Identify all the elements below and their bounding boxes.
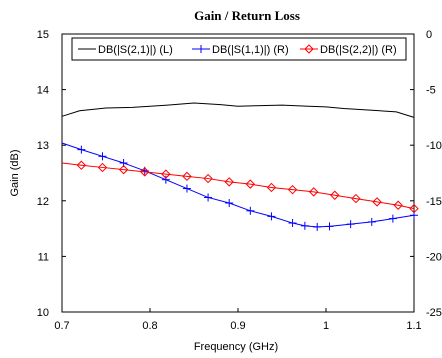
legend-entry: DB(|S(2,2)|) (R) <box>300 44 397 56</box>
y2-tick-label: 0 <box>426 29 432 41</box>
y2-tick-label: -20 <box>426 251 442 263</box>
y-tick-label: 13 <box>37 140 49 152</box>
series-point <box>118 164 129 175</box>
x-tick-label: 1 <box>323 320 329 332</box>
chart-title: Gain / Return Loss <box>194 8 300 23</box>
legend-label: DB(|S(2,1)|) (L) <box>98 44 173 56</box>
series-point <box>330 190 340 200</box>
series-point <box>203 173 213 184</box>
y-axis-label: Gain (dB) <box>9 149 21 196</box>
y-tick-label: 11 <box>38 251 49 263</box>
x-tick-label: 0.9 <box>230 320 245 332</box>
x-tick-label: 1.1 <box>406 320 421 332</box>
x-tick-label: 0.8 <box>142 320 157 332</box>
series-point <box>161 169 171 179</box>
y-tick-label: 15 <box>37 29 49 41</box>
series-point <box>372 197 382 207</box>
x-axis-label: Frequency (GHz) <box>194 341 278 353</box>
x-tick-label: 0.7 <box>54 320 69 332</box>
series-1 <box>61 142 418 231</box>
series-point <box>308 187 319 197</box>
series-point <box>409 203 419 214</box>
series-layer <box>61 102 419 231</box>
y2-tick-label: -25 <box>426 307 442 319</box>
series-point <box>393 200 403 210</box>
series-point <box>97 162 108 173</box>
legend-label: DB(|S(1,1)|) (R) <box>212 44 289 56</box>
series-line <box>61 102 415 118</box>
y-tick-label: 14 <box>37 85 49 97</box>
y-tick-label: 10 <box>37 307 49 319</box>
series-0 <box>61 102 415 118</box>
series-line <box>61 142 415 228</box>
legend-marker <box>304 44 314 54</box>
y2-tick-label: -15 <box>426 196 442 208</box>
legend-box <box>71 37 407 61</box>
series-point <box>266 182 277 193</box>
tick-layer: 0.7 0.8 0.9 1 1.1 10 11 12 13 14 15 -25 -20 -15 -10 -5 0 <box>37 29 442 332</box>
y2-tick-label: -10 <box>426 140 442 152</box>
series-2 <box>61 160 419 214</box>
series-point <box>140 167 150 177</box>
y-tick-label: 12 <box>37 196 49 208</box>
legend-entry: DB(|S(1,1)|) (R) <box>192 44 289 56</box>
series-point <box>224 177 234 187</box>
series-point <box>76 160 87 170</box>
legend-entry: DB(|S(2,1)|) (L) <box>78 44 173 56</box>
legend-label: DB(|S(2,2)|) (R) <box>320 44 397 56</box>
y2-tick-label: -5 <box>426 85 436 97</box>
legend: DB(|S(2,1)|) (L) DB(|S(1,1)|) (R) DB(|S(2,… <box>71 37 407 61</box>
plot-frame <box>61 33 415 313</box>
series-point <box>182 171 192 182</box>
series-point <box>287 184 298 195</box>
series-line <box>61 162 415 210</box>
series-point <box>245 179 256 189</box>
series-point <box>351 193 361 204</box>
